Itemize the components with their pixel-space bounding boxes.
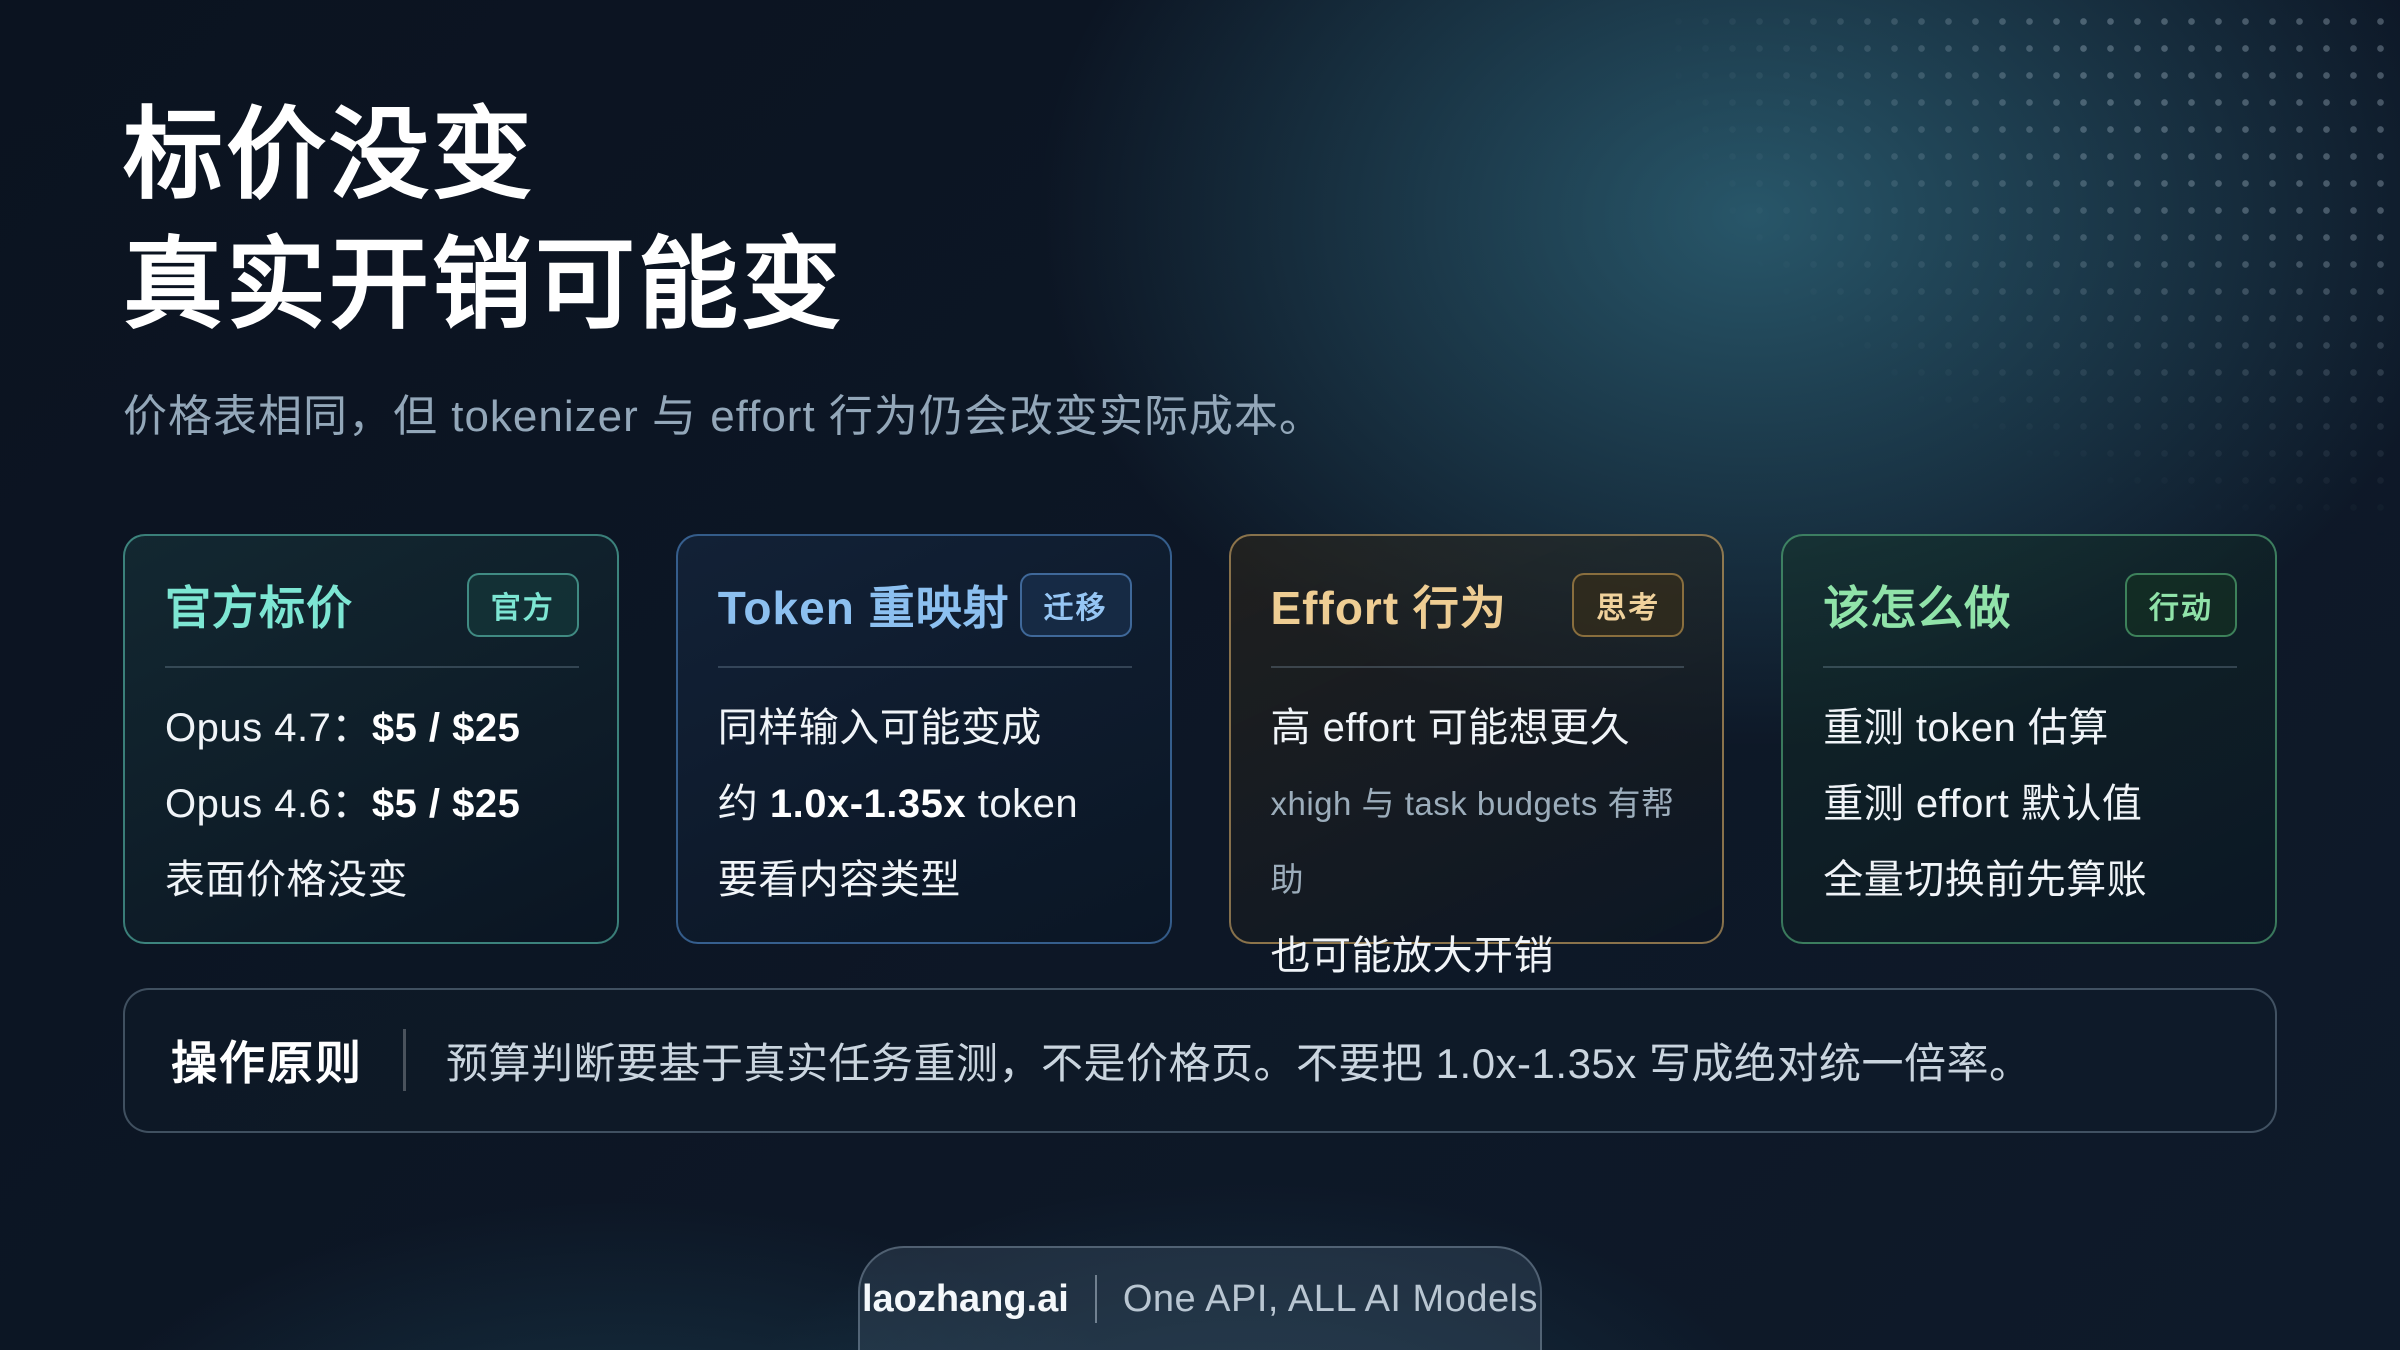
card-body-line: 全量切换前先算账 bbox=[1823, 857, 2148, 902]
card-header: 官方标价 官方 bbox=[165, 572, 579, 638]
card-body: 重测 token 估算 重测 effort 默认值 全量切换前先算账 bbox=[1823, 690, 2237, 918]
card-divider bbox=[1823, 665, 2237, 668]
card-badge: 迁移 bbox=[1019, 572, 1132, 637]
principle-label: 操作原则 bbox=[171, 1037, 363, 1090]
card-body-line: 表面价格没变 bbox=[165, 857, 408, 902]
card-body-line: Opus 4.7：$5 / $25 bbox=[165, 705, 521, 750]
card-divider bbox=[1270, 665, 1685, 668]
card-body: 同样输入可能变成约 1.0x-1.35x token 要看内容类型 bbox=[718, 690, 1132, 918]
card-body-line: 重测 token 估算 bbox=[1823, 705, 2109, 750]
card-body-line: 高 effort 可能想更久 bbox=[1270, 705, 1631, 750]
card-badge: 行动 bbox=[2125, 572, 2237, 637]
card-header: 该怎么做 行动 bbox=[1823, 572, 2237, 638]
page-title-line-2: 真实开销可能变 bbox=[123, 229, 844, 341]
principle-text: 预算判断要基于真实任务重测，不是价格页。不要把 1.0x-1.35x 写成绝对统… bbox=[446, 1039, 2032, 1087]
slide-content: 标价没变 真实开销可能变 价格表相同，但 tokenizer 与 effort … bbox=[123, 0, 2277, 1133]
card-body-line: 要看内容类型 bbox=[717, 857, 961, 902]
card-divider bbox=[165, 665, 579, 668]
footer-pill: laozhang.ai One API, ALL AI Models bbox=[858, 1246, 1542, 1350]
card-header: Effort 行为 思考 bbox=[1271, 572, 1685, 638]
card-badge: 思考 bbox=[1572, 572, 1685, 637]
card-body-line: 也可能放大开销 bbox=[1270, 933, 1554, 978]
principle-divider bbox=[403, 1029, 406, 1092]
card-header: Token 重映射 迁移 bbox=[718, 572, 1132, 638]
footer-brand: laozhang.ai bbox=[861, 1277, 1069, 1320]
card-divider bbox=[717, 665, 1132, 668]
card-title: Effort 行为 bbox=[1270, 581, 1507, 634]
card-title: 官方标价 bbox=[165, 581, 353, 634]
card-body-line: xhigh 与 task budgets 有帮助 bbox=[1270, 784, 1675, 898]
card-what-to-do: 该怎么做 行动 重测 token 估算 重测 effort 默认值 全量切换前先算账 bbox=[1781, 533, 2277, 944]
card-official-pricing: 官方标价 官方 Opus 4.7：$5 / $25 Opus 4.6：$5 / $… bbox=[123, 533, 619, 944]
card-body-line: 重测 effort 默认值 bbox=[1823, 781, 2143, 826]
card-title: Token 重映射 bbox=[717, 581, 1010, 634]
card-token-remapping: Token 重映射 迁移 同样输入可能变成约 1.0x-1.35x token 要… bbox=[675, 533, 1172, 944]
page-title-line-1: 标价没变 bbox=[123, 99, 535, 211]
page-subtitle: 价格表相同，但 tokenizer 与 effort 行为仍会改变实际成本。 bbox=[123, 392, 1324, 441]
page-title: 标价没变 真实开销可能变 bbox=[123, 0, 2277, 350]
card-title: 该怎么做 bbox=[1823, 581, 2012, 634]
card-body: Opus 4.7：$5 / $25 Opus 4.6：$5 / $25 表面价格没变 bbox=[165, 690, 579, 918]
footer-divider bbox=[1094, 1275, 1097, 1323]
dot-grid-decoration bbox=[1520, 0, 2400, 580]
card-body: 高 effort 可能想更久 xhigh 与 task budgets 有帮助也可… bbox=[1271, 690, 1685, 994]
card-body-line: 约 1.0x-1.35x token bbox=[717, 781, 1079, 826]
principle-bar: 操作原则 预算判断要基于真实任务重测，不是价格页。不要把 1.0x-1.35x … bbox=[123, 987, 2277, 1133]
cards-row: 官方标价 官方 Opus 4.7：$5 / $25 Opus 4.6：$5 / $… bbox=[123, 533, 2277, 978]
card-body-line: 同样输入可能变成 bbox=[717, 705, 1042, 750]
card-body-line: Opus 4.6：$5 / $25 bbox=[165, 781, 521, 826]
card-badge: 官方 bbox=[466, 572, 579, 637]
footer-tagline: One API, ALL AI Models bbox=[1122, 1277, 1539, 1320]
card-effort-behavior: Effort 行为 思考 高 effort 可能想更久 xhigh 与 task … bbox=[1228, 533, 1725, 978]
